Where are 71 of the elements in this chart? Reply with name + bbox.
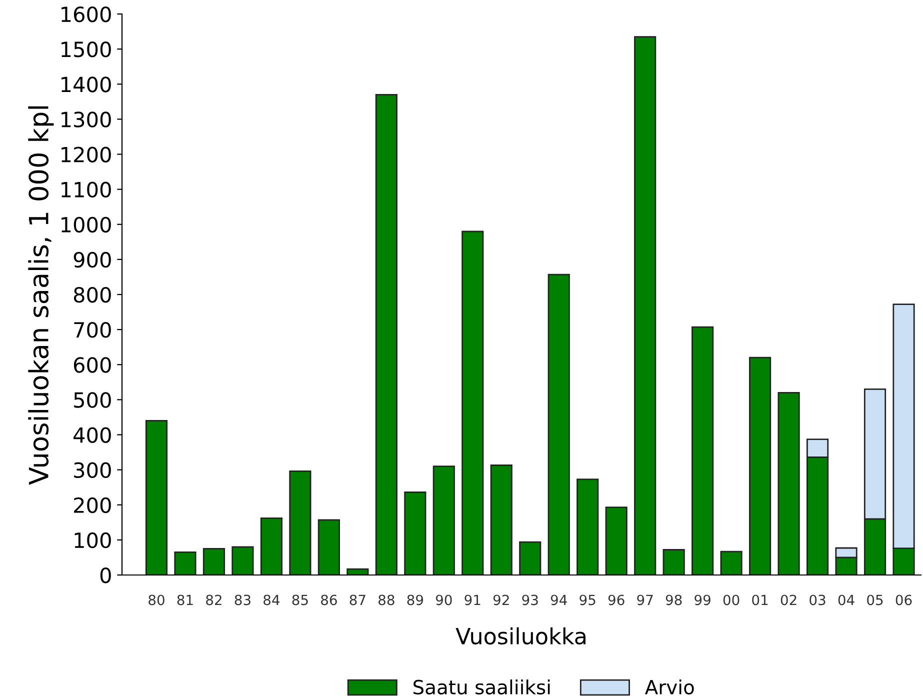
bar: [318, 519, 340, 575]
legend-label: Saatu saaliiksi: [414, 679, 550, 695]
x-tick-label: 03: [810, 594, 826, 606]
y-tick-label: 1300: [62, 112, 111, 128]
y-axis-title: Vuosiluokan saalis, 1 000 kpl: [28, 106, 54, 485]
x-tick-label: 83: [234, 594, 250, 606]
y-tick-label: 300: [74, 462, 111, 478]
bar: [375, 94, 398, 575]
y-tick-label: 800: [74, 286, 111, 303]
y-tick-label: 1600: [62, 6, 111, 22]
x-tick-label: 94: [550, 594, 567, 606]
y-tick-label: 600: [74, 357, 111, 373]
bar: [289, 470, 312, 575]
y-tick-label: 200: [74, 497, 111, 514]
bar: [404, 492, 426, 575]
bar: [232, 546, 254, 575]
y-tick-label: 1400: [62, 76, 111, 92]
x-tick-label: 81: [177, 594, 193, 606]
y-tick-label: 1200: [62, 146, 111, 162]
bar: [634, 36, 656, 575]
y-tick-label: 1500: [62, 42, 111, 58]
x-tick-label: 00: [723, 594, 740, 606]
bar: [260, 518, 282, 575]
x-tick-label: 89: [407, 594, 424, 606]
bar: [432, 466, 455, 575]
x-tick-label: 96: [608, 594, 624, 606]
bar: [720, 550, 742, 575]
bar: [576, 478, 599, 575]
x-tick-label: 97: [637, 594, 653, 606]
y-tick-label: 1000: [62, 216, 111, 233]
x-tick-label: 85: [292, 594, 308, 606]
x-tick-label: 87: [350, 594, 366, 606]
x-tick-label: 01: [752, 594, 768, 606]
bar: [145, 420, 168, 575]
y-tick-label: 1100: [62, 182, 111, 198]
x-tick-label: 82: [206, 594, 222, 606]
x-tick-label: 04: [838, 594, 854, 606]
x-tick-label: 05: [867, 594, 883, 606]
x-tick-label: 91: [464, 594, 480, 606]
x-tick-label: 88: [378, 594, 394, 606]
y-tick-label: 700: [74, 322, 111, 338]
x-tick-label: 92: [493, 594, 509, 606]
bar: [605, 506, 628, 575]
x-tick-label: 86: [321, 594, 337, 606]
y-tick-label: 100: [74, 532, 111, 548]
x-axis-title: Vuosiluokka: [456, 627, 586, 645]
bar: [174, 552, 196, 575]
bar: [346, 568, 369, 575]
bar: [662, 549, 685, 575]
x-tick-label: 84: [264, 594, 280, 606]
legend-label: Arvio: [644, 679, 694, 695]
bar: [548, 274, 570, 575]
x-tick-label: 90: [436, 594, 452, 606]
bar: [692, 326, 714, 575]
x-tick-label: 02: [780, 594, 796, 606]
y-tick-label: 400: [74, 427, 111, 443]
x-tick-label: 06: [896, 594, 912, 606]
y-tick-label: 0: [100, 567, 111, 584]
bar: [778, 392, 800, 575]
x-tick-label: 98: [666, 594, 682, 606]
y-tick-label: 900: [74, 252, 111, 268]
bar: [462, 230, 484, 575]
x-tick-label: 93: [522, 594, 538, 606]
bar: [749, 356, 772, 575]
bar: [519, 541, 542, 575]
x-tick-label: 80: [148, 594, 164, 606]
bar: [490, 464, 512, 575]
bar: [202, 548, 226, 575]
x-tick-label: 95: [580, 594, 596, 606]
y-tick-label: 500: [74, 392, 111, 408]
x-tick-label: 99: [694, 594, 710, 606]
